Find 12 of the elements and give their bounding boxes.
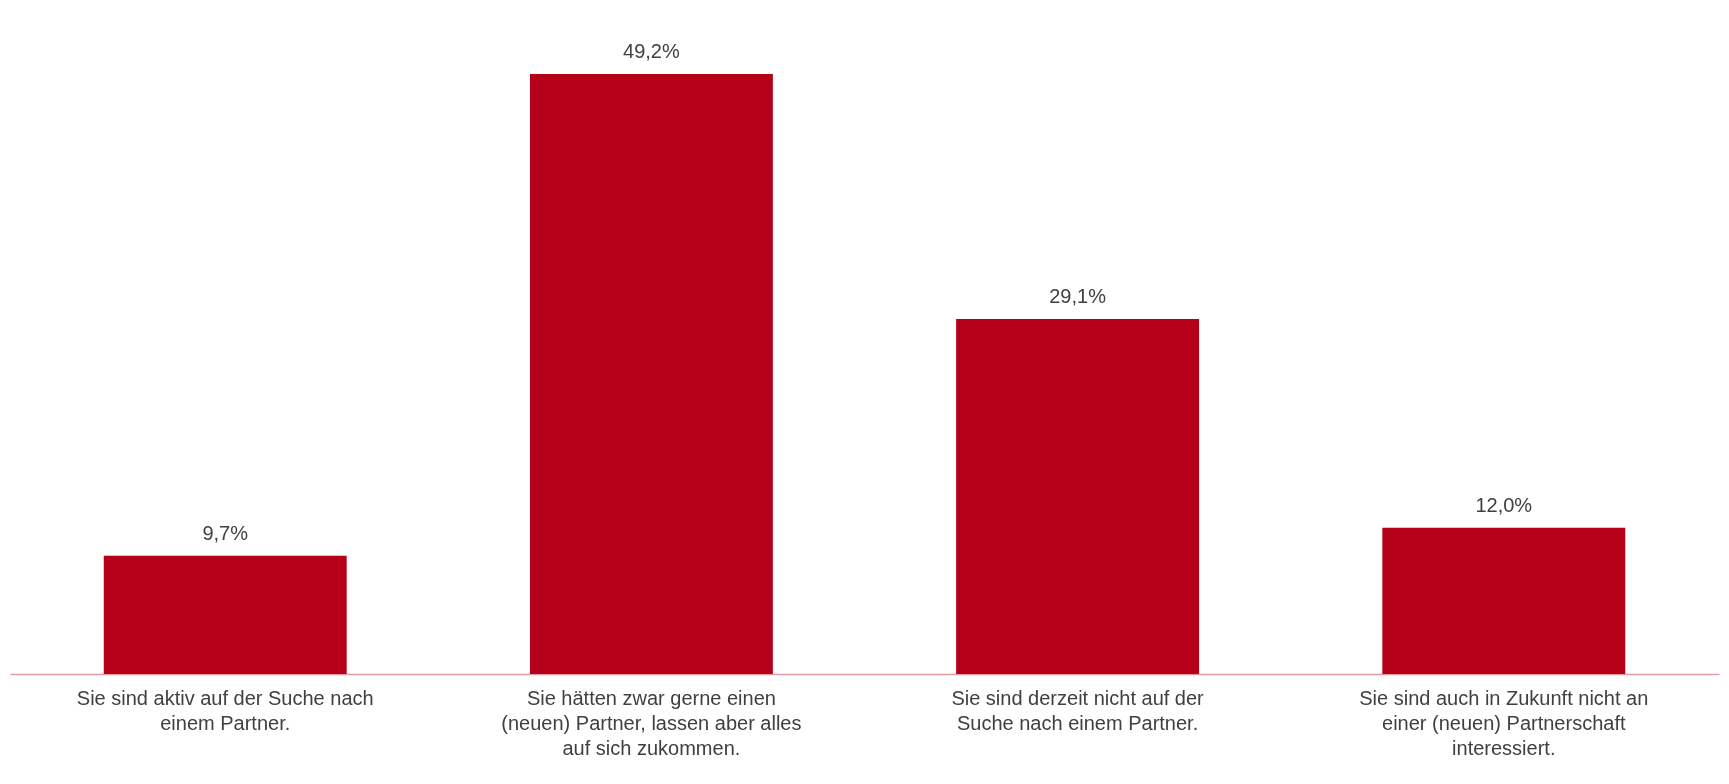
x-tick-label: Sie sind derzeit nicht auf der Suche nach einem Partner. [951,686,1205,734]
bar [529,74,773,674]
x-tick-label: Sie sind auch in Zukunft nicht an einer (neuen) Partnerschaft interessiert. [1359,686,1649,759]
bar [103,555,347,674]
bar [956,319,1200,674]
data-label: 49,2% [623,40,680,62]
data-label: 9,7% [202,521,249,544]
x-tick-label: Sie sind aktiv auf der Suche nach einem Partner. [76,686,374,734]
bar [1382,527,1626,674]
x-tick-label: Sie hätten zwar gerne einen (neuen) Partner, lassen aber alles auf sich zukommen. [501,686,802,759]
data-label: 29,1% [1049,285,1107,308]
data-label: 12,0% [1475,493,1533,516]
